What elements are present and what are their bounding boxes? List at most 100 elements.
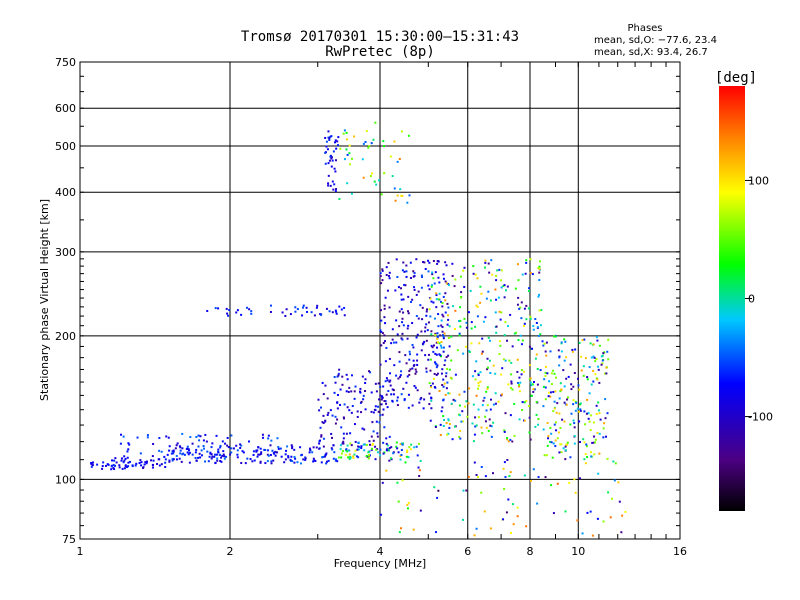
data-point xyxy=(453,285,456,288)
data-point xyxy=(256,449,259,452)
data-point xyxy=(452,305,455,308)
data-point xyxy=(579,402,582,405)
data-point xyxy=(143,463,146,466)
data-point xyxy=(369,371,372,374)
data-point xyxy=(290,455,293,458)
data-point xyxy=(152,459,155,462)
data-point xyxy=(96,463,99,466)
data-point xyxy=(609,516,612,519)
data-point xyxy=(489,424,492,427)
data-point xyxy=(458,332,461,335)
data-point xyxy=(380,344,383,347)
data-point xyxy=(460,291,463,294)
data-point xyxy=(537,418,540,421)
data-point xyxy=(424,326,427,329)
data-point xyxy=(421,275,424,278)
data-point xyxy=(266,453,269,456)
data-point xyxy=(564,445,567,448)
data-point xyxy=(472,440,475,443)
data-point xyxy=(463,317,466,320)
data-point xyxy=(529,271,532,274)
data-point xyxy=(474,273,477,276)
data-point xyxy=(486,368,489,371)
data-point xyxy=(509,386,512,389)
data-point xyxy=(414,368,417,371)
data-point xyxy=(549,395,552,398)
data-point xyxy=(206,309,209,312)
data-point xyxy=(406,337,409,340)
data-point xyxy=(459,429,462,432)
data-point xyxy=(396,160,399,163)
data-point xyxy=(504,475,507,478)
data-point xyxy=(328,138,331,141)
data-point xyxy=(525,399,528,402)
data-point xyxy=(498,268,501,271)
data-point xyxy=(594,438,597,441)
data-point xyxy=(299,446,302,449)
data-point xyxy=(513,332,516,335)
data-point xyxy=(194,456,197,459)
data-point xyxy=(343,129,346,132)
data-point xyxy=(529,317,532,320)
data-point xyxy=(375,420,378,423)
data-point xyxy=(537,295,540,298)
data-point xyxy=(558,364,561,367)
data-point xyxy=(498,340,501,343)
data-point xyxy=(360,446,363,449)
data-point xyxy=(447,392,450,395)
data-point xyxy=(246,457,249,460)
data-point xyxy=(322,414,325,417)
data-point xyxy=(481,337,484,340)
data-point xyxy=(434,531,437,534)
data-point xyxy=(582,365,585,368)
data-point xyxy=(122,435,125,438)
data-point xyxy=(489,371,492,374)
data-point xyxy=(331,311,334,314)
data-point xyxy=(386,406,389,409)
data-point xyxy=(408,353,411,356)
data-point xyxy=(390,446,393,449)
data-point xyxy=(387,274,390,277)
data-point xyxy=(399,458,402,461)
data-point xyxy=(388,459,391,462)
data-point xyxy=(330,436,333,439)
data-point xyxy=(549,440,552,443)
data-point xyxy=(588,366,591,369)
data-point xyxy=(333,183,336,186)
data-point xyxy=(536,367,539,370)
data-point xyxy=(496,269,499,272)
data-point xyxy=(549,350,552,353)
data-point xyxy=(437,298,440,301)
data-point xyxy=(283,461,286,464)
data-point xyxy=(393,140,396,143)
data-point xyxy=(395,441,398,444)
y-tick-label: 600 xyxy=(55,102,76,115)
data-point xyxy=(383,334,386,337)
data-point xyxy=(597,472,600,475)
data-point xyxy=(586,376,589,379)
data-point xyxy=(348,152,351,155)
data-point xyxy=(291,460,294,463)
data-point xyxy=(578,388,581,391)
data-point xyxy=(126,456,129,459)
data-point xyxy=(435,292,438,295)
data-point xyxy=(454,328,457,331)
data-point xyxy=(191,453,194,456)
data-point xyxy=(573,442,576,445)
data-point xyxy=(343,306,346,309)
data-point xyxy=(518,383,521,386)
data-point xyxy=(379,454,382,457)
data-point xyxy=(521,273,524,276)
data-point xyxy=(459,275,462,278)
data-point xyxy=(510,382,513,385)
data-point xyxy=(412,270,415,273)
data-point xyxy=(310,311,313,314)
data-point xyxy=(571,348,574,351)
data-point xyxy=(378,421,381,424)
data-point xyxy=(601,359,604,362)
data-point xyxy=(394,199,397,202)
data-point xyxy=(433,372,436,375)
data-point xyxy=(330,157,333,160)
data-point xyxy=(470,327,473,330)
